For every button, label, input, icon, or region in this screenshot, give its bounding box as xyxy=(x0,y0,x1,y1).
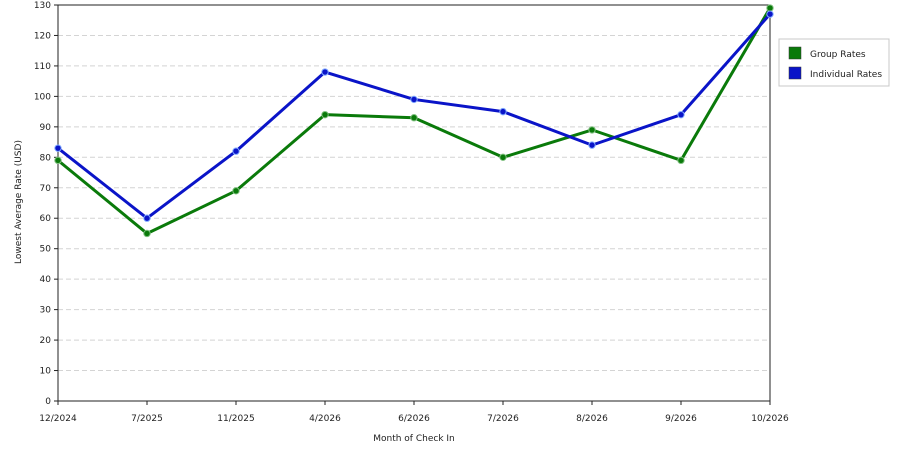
grid-lines xyxy=(58,4,770,372)
data-point-ring xyxy=(588,141,596,149)
data-point xyxy=(766,4,774,12)
data-point xyxy=(588,141,596,149)
data-point xyxy=(677,156,685,165)
y-tick-label: 90 xyxy=(40,123,52,133)
data-point xyxy=(143,215,151,222)
data-point xyxy=(499,108,507,115)
y-tick-label: 80 xyxy=(40,153,52,163)
data-point xyxy=(499,153,507,162)
y-tick-label: 70 xyxy=(40,184,52,194)
x-tick-label: 4/2026 xyxy=(309,414,341,424)
x-tick-label: 11/2025 xyxy=(217,414,254,424)
data-point-ring xyxy=(410,95,418,104)
data-point xyxy=(766,10,774,18)
legend-label: Individual Rates xyxy=(810,70,882,80)
data-point xyxy=(54,156,62,165)
data-point xyxy=(232,187,240,195)
data-point xyxy=(588,126,596,134)
y-axis-title: Lowest Average Rate (USD) xyxy=(14,140,24,264)
y-tick-label: 40 xyxy=(40,275,52,285)
data-point-ring xyxy=(232,147,240,155)
data-point-ring xyxy=(677,110,685,119)
y-tick-label: 110 xyxy=(34,62,51,72)
data-point-ring xyxy=(766,10,774,18)
data-point xyxy=(143,229,151,238)
y-tick-label: 130 xyxy=(34,1,51,11)
legend: Group Rates Individual Rates xyxy=(778,38,890,87)
data-point-ring xyxy=(321,68,329,76)
x-axis-ticks: 12/2024 7/2025 11/2025 4/2026 6/2026 7/2026 8/… xyxy=(39,401,789,424)
y-tick-label: 60 xyxy=(40,214,52,224)
y-tick-label: 30 xyxy=(40,306,52,316)
data-point xyxy=(321,68,329,76)
data-point xyxy=(232,148,240,155)
series-1 xyxy=(54,10,774,222)
series-group xyxy=(54,4,774,238)
data-point xyxy=(321,110,329,119)
x-tick-label: 10/2026 xyxy=(751,414,789,424)
data-point-ring xyxy=(143,214,151,222)
y-tick-label: 0 xyxy=(45,397,51,407)
y-axis-ticks: 0 10 20 30 40 50 60 70 80 90 100 110 120 130 xyxy=(34,1,58,407)
x-tick-label: 12/2024 xyxy=(39,414,77,424)
data-point xyxy=(677,111,685,118)
x-tick-label: 6/2026 xyxy=(398,414,430,424)
x-tick-label: 9/2026 xyxy=(665,414,697,424)
legend-label: Group Rates xyxy=(810,50,866,60)
data-point-ring xyxy=(499,107,507,116)
x-tick-label: 7/2026 xyxy=(487,414,519,424)
data-point-ring xyxy=(54,144,62,152)
data-point xyxy=(410,114,418,122)
legend-swatch xyxy=(788,66,802,80)
x-axis-title: Month of Check In xyxy=(373,434,455,444)
legend-swatch xyxy=(788,46,802,60)
y-tick-label: 50 xyxy=(40,245,52,255)
y-tick-label: 20 xyxy=(40,336,52,346)
y-tick-label: 120 xyxy=(34,31,51,41)
x-tick-label: 8/2026 xyxy=(576,414,608,424)
data-point xyxy=(54,144,62,152)
x-tick-label: 7/2025 xyxy=(131,414,163,424)
y-tick-label: 10 xyxy=(40,367,52,377)
data-point xyxy=(410,96,418,103)
series-0 xyxy=(54,4,774,238)
y-tick-label: 100 xyxy=(34,92,51,102)
